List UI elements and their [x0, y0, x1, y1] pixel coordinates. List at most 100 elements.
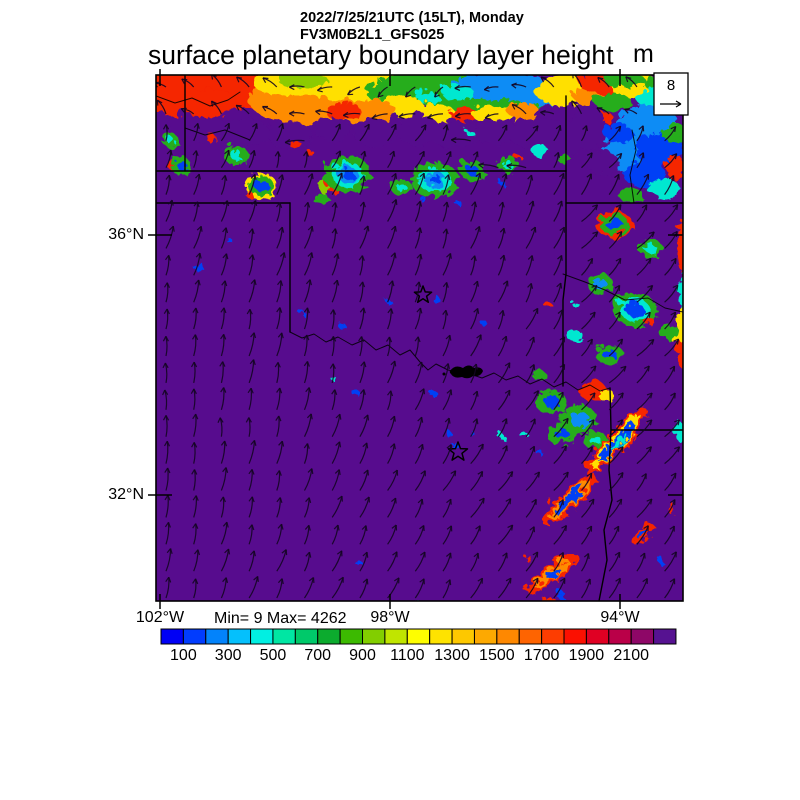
colorbar-segment — [227, 628, 252, 645]
wind-arrow-head — [617, 338, 623, 342]
wind-arrow-head — [415, 281, 420, 287]
wind-arrow-head — [211, 75, 214, 80]
wind-arrow-head — [391, 524, 397, 529]
wind-arrow-head — [454, 112, 461, 117]
wind-arrow-head — [222, 227, 227, 233]
river-line — [156, 91, 241, 107]
wind-arrow-head — [366, 442, 369, 449]
wind-arrow-head — [644, 311, 651, 315]
wind-arrow-head — [648, 338, 654, 342]
wind-arrow-head — [650, 498, 653, 505]
wind-arrow-head — [417, 416, 423, 422]
wind-arrow-head — [222, 467, 227, 473]
wind-arrow-head — [198, 279, 201, 286]
wind-arrow-head — [222, 361, 226, 367]
wind-arrow-head — [582, 125, 587, 130]
wind-arrow-head — [306, 413, 312, 419]
wind-arrow-head — [559, 363, 565, 368]
wind-arrow-head — [223, 334, 227, 340]
wind-arrow-head — [331, 202, 336, 208]
wind-arrow-head — [644, 553, 646, 559]
wind-arrow-head — [587, 446, 593, 451]
wind-arrow-head — [304, 524, 310, 530]
wind-arrow-head — [555, 124, 561, 130]
wind-arrow-head — [566, 472, 569, 478]
pbl-blob — [426, 387, 434, 393]
wind-arrow-head — [190, 361, 195, 368]
wind-arrow-head — [164, 494, 169, 501]
wind-arrow-head — [306, 334, 310, 341]
wind-arrow-head — [672, 284, 679, 289]
pbl-blob — [554, 150, 566, 160]
wind-arrow-head — [334, 228, 338, 235]
colorbar-segment — [585, 628, 610, 645]
lon-label: 94°W — [600, 609, 640, 626]
wind-arrow-head — [366, 552, 369, 558]
wind-arrow-head — [307, 225, 313, 231]
wind-arrow-head — [278, 415, 282, 422]
wind-arrow-head — [195, 173, 200, 179]
wind-arrow-head — [511, 84, 517, 89]
pbl-blob — [175, 86, 235, 114]
wind-arrow-head — [532, 307, 539, 312]
wind-arrow-head — [289, 86, 295, 91]
wind-arrow-head — [616, 498, 622, 503]
wind-arrow-head — [254, 174, 257, 180]
wind-arrow-head — [278, 440, 283, 446]
wind-arrow-head — [558, 499, 564, 504]
wind-arrow-head — [674, 419, 680, 423]
wind-arrow-head — [417, 336, 421, 343]
wind-arrow — [470, 497, 485, 518]
wind-arrow-head — [503, 228, 506, 234]
wind-arrow-head — [619, 153, 623, 159]
pbl-blob — [467, 430, 473, 434]
wind-arrow-head — [442, 282, 448, 288]
wind-arrow-head — [311, 252, 314, 259]
wind-arrow-head — [478, 226, 481, 232]
wind-arrow-head — [501, 173, 507, 178]
wind-arrow-head — [193, 469, 198, 475]
wind-arrow-head — [390, 390, 394, 397]
wind-arrow — [553, 173, 565, 195]
wind-arrow-head — [180, 108, 186, 114]
wind-arrow-head — [477, 577, 483, 582]
wind-arrow-head — [200, 226, 203, 232]
wind-arrow — [331, 441, 341, 464]
wind-arrow — [248, 359, 255, 384]
wind-arrow-head — [668, 175, 674, 180]
pbl-blob — [297, 309, 303, 313]
wind-arrow-head — [596, 107, 601, 113]
wind-arrow — [220, 467, 227, 491]
wind-arrow-head — [281, 441, 285, 447]
wind-arrow-head — [278, 226, 283, 232]
wind-arrow-head — [228, 150, 230, 156]
wind-arrow-head — [360, 150, 366, 156]
wind-arrow-head — [224, 440, 228, 447]
pbl-blob — [541, 299, 549, 305]
pbl-blob — [570, 299, 576, 305]
wind-arrow-head — [388, 336, 393, 343]
wind-arrow-head — [670, 311, 676, 316]
wind-arrow-head — [562, 417, 569, 422]
wind-arrow — [303, 413, 312, 437]
wind-arrow-head — [504, 362, 511, 367]
wind-arrow-head — [442, 124, 448, 130]
wind-arrow-head — [420, 470, 426, 475]
wind-arrow-head — [505, 336, 508, 342]
wind-arrow-head — [279, 497, 283, 503]
wind-arrow-head — [166, 149, 172, 155]
wind-arrow-head — [558, 391, 564, 396]
wind-arrow-head — [165, 576, 170, 583]
wind-arrow-head — [251, 469, 255, 475]
wind-arrow-head — [228, 548, 231, 555]
wind-arrow-head — [170, 548, 173, 554]
wind-arrow-head — [405, 94, 411, 98]
wind-arrow-head — [389, 443, 395, 448]
wind-arrow-head — [306, 151, 310, 157]
wind-arrow-head — [307, 173, 313, 178]
wind-arrow-head — [163, 282, 168, 288]
wind-arrow-head — [420, 124, 427, 129]
wind-arrow-head — [333, 253, 339, 258]
wind-arrow-head — [307, 468, 313, 473]
wind-arrow-head — [248, 417, 252, 423]
